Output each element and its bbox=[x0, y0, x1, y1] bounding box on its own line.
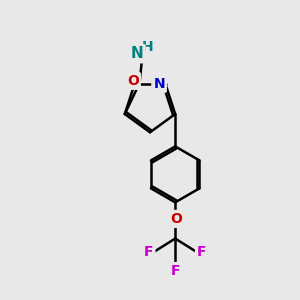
Text: N: N bbox=[131, 46, 143, 61]
Text: F: F bbox=[197, 245, 206, 259]
Text: H: H bbox=[142, 40, 154, 54]
Text: F: F bbox=[144, 245, 154, 259]
Text: N: N bbox=[153, 77, 165, 91]
Text: O: O bbox=[127, 74, 139, 88]
Text: F: F bbox=[170, 264, 180, 278]
Text: O: O bbox=[170, 212, 182, 226]
